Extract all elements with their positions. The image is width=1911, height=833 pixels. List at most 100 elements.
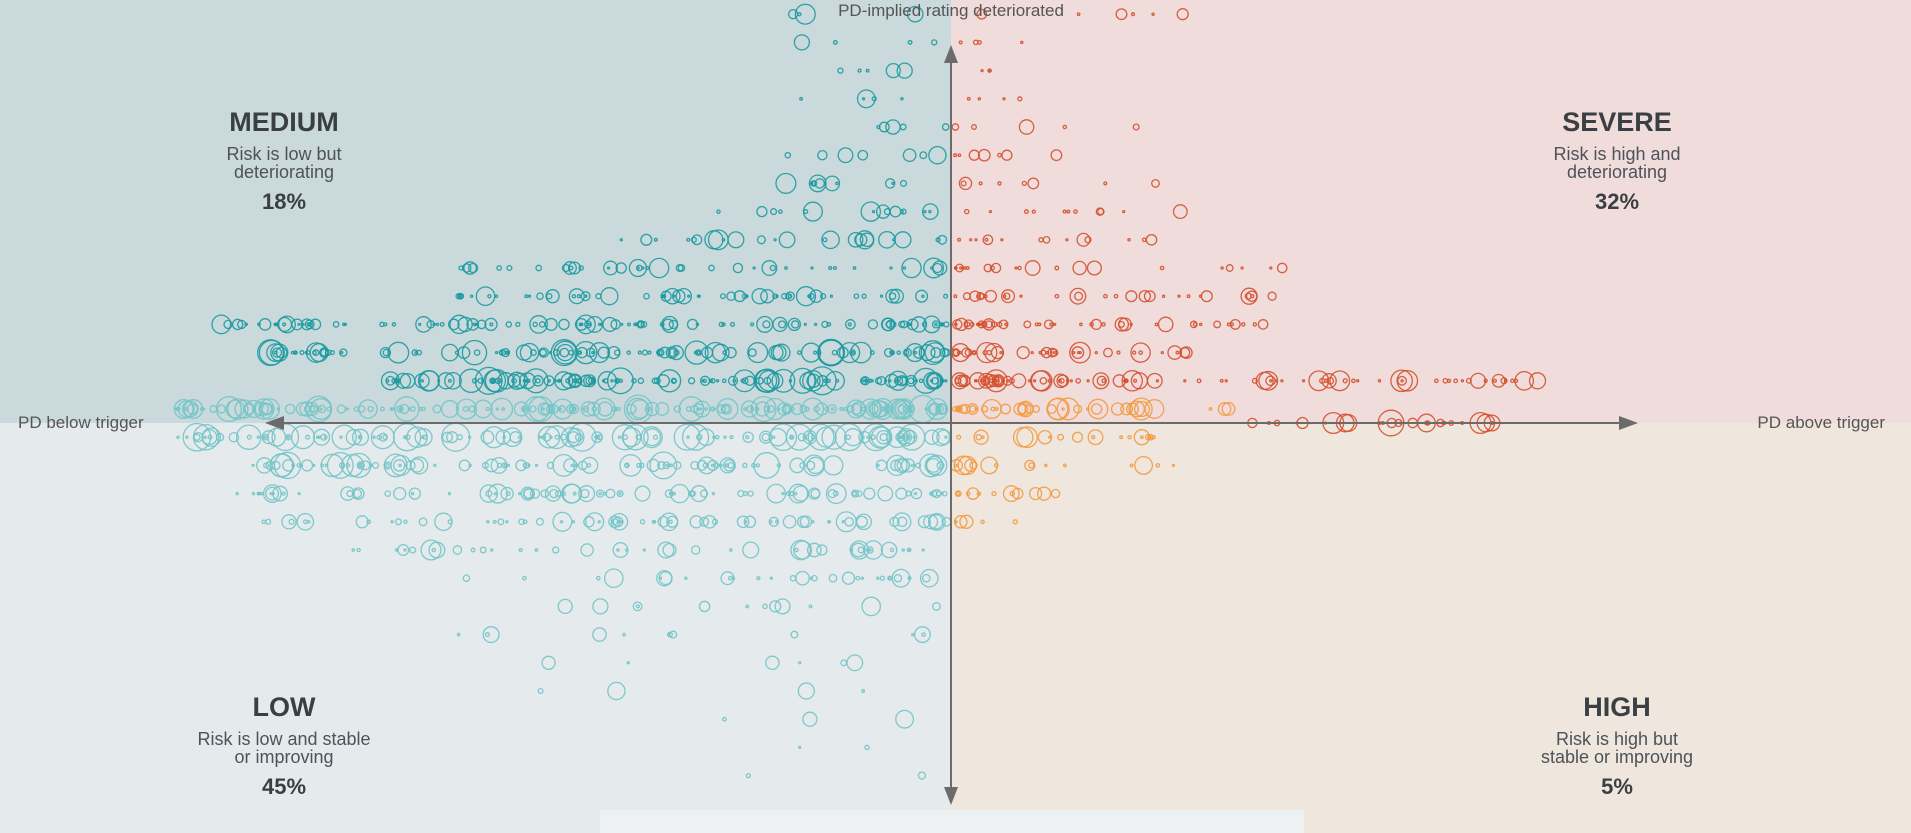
data-point-545 — [668, 345, 684, 361]
data-point-754 — [1096, 375, 1107, 386]
data-point-548 — [552, 348, 561, 357]
data-point-960 — [523, 396, 550, 422]
data-point-1547 — [351, 548, 356, 552]
data-point-1534 — [921, 548, 925, 552]
data-point-1434 — [616, 489, 624, 498]
data-point-62 — [899, 179, 908, 187]
data-point-33 — [977, 97, 982, 101]
data-point-821 — [1434, 378, 1439, 384]
data-point-427 — [1129, 322, 1133, 327]
data-point-1301 — [673, 461, 682, 470]
axis-label-left: PD below trigger — [18, 413, 144, 432]
data-point-737 — [806, 373, 821, 388]
data-point-592 — [1047, 347, 1058, 358]
data-point-1271 — [742, 462, 748, 469]
data-point-1439 — [561, 483, 582, 504]
data-point-362 — [790, 320, 800, 329]
data-point-134 — [957, 237, 962, 242]
data-point-1386 — [792, 485, 810, 502]
data-point-1636 — [537, 687, 544, 695]
data-point-6 — [1151, 12, 1155, 16]
quadrant-description: Risk is low but — [226, 144, 341, 164]
data-point-1516 — [799, 515, 813, 529]
data-point-1019 — [630, 399, 650, 419]
data-point-976 — [846, 405, 855, 413]
data-point-1018 — [871, 398, 894, 420]
data-point-680 — [732, 378, 737, 383]
data-point-1544 — [790, 539, 812, 561]
data-point-233 — [580, 291, 591, 302]
data-point-50 — [857, 149, 869, 161]
data-point-916 — [566, 404, 577, 414]
data-point-1155 — [502, 435, 506, 439]
data-point-525 — [941, 348, 951, 357]
data-point-709 — [918, 378, 924, 384]
data-point-1221 — [1133, 429, 1150, 446]
data-point-1237 — [665, 463, 670, 468]
data-point-602 — [1103, 347, 1113, 358]
data-point-1517 — [923, 514, 939, 530]
data-point-217 — [772, 293, 778, 300]
data-point-1328 — [753, 452, 781, 479]
data-point-124 — [878, 230, 896, 249]
data-point-718 — [899, 376, 908, 386]
data-point-838 — [988, 378, 995, 384]
data-point-157 — [810, 266, 814, 270]
data-point-1363 — [505, 491, 511, 497]
data-point-1164 — [745, 435, 750, 440]
quadrant-percentage: 18% — [262, 189, 306, 214]
data-point-240 — [545, 289, 560, 304]
data-point-361 — [580, 322, 584, 327]
data-point-696 — [583, 374, 597, 388]
data-point-382 — [921, 322, 927, 327]
data-point-1546 — [552, 546, 560, 554]
data-point-182 — [832, 265, 837, 271]
data-point-809 — [1065, 379, 1070, 383]
data-point-1502 — [296, 512, 315, 531]
quadrant-percentage: 45% — [262, 774, 306, 799]
data-point-751 — [1039, 376, 1048, 385]
data-point-482 — [684, 340, 709, 365]
data-point-520 — [891, 350, 895, 355]
data-point-1017 — [398, 407, 403, 411]
data-point-445 — [982, 318, 996, 331]
data-point-727 — [653, 377, 661, 385]
data-point-974 — [468, 405, 476, 413]
data-point-1257 — [522, 461, 530, 469]
data-point-1378 — [766, 483, 787, 504]
data-point-598 — [1069, 341, 1091, 364]
data-point-103 — [1172, 204, 1188, 220]
data-point-69 — [884, 178, 896, 189]
data-point-296 — [211, 314, 232, 335]
data-point-1618 — [911, 632, 915, 637]
data-point-7 — [1076, 12, 1081, 17]
data-point-419 — [1049, 322, 1054, 327]
data-point-547 — [340, 350, 344, 355]
data-point-917 — [839, 406, 844, 412]
data-point-19 — [865, 68, 870, 73]
data-point-399 — [881, 317, 896, 332]
quadrant-medium-background — [0, 0, 951, 423]
data-point-264 — [524, 294, 529, 299]
data-point-492 — [500, 348, 511, 358]
data-point-1614 — [932, 601, 941, 611]
data-point-816 — [957, 374, 971, 388]
data-point-131 — [969, 238, 973, 242]
data-point-1501 — [768, 516, 779, 527]
data-point-1560 — [816, 544, 828, 556]
data-point-1624 — [913, 626, 931, 644]
data-point-808 — [1075, 377, 1082, 384]
data-point-733 — [507, 371, 526, 390]
data-point-86 — [921, 203, 939, 220]
data-point-1137 — [315, 435, 320, 439]
data-point-258 — [809, 289, 823, 304]
data-point-1566 — [612, 542, 629, 558]
data-point-491 — [747, 342, 769, 364]
data-point-1359 — [493, 491, 498, 496]
data-point-25 — [987, 68, 992, 73]
data-point-1474 — [702, 514, 717, 529]
data-point-1457 — [896, 516, 908, 528]
data-point-840 — [1258, 370, 1279, 391]
data-point-674 — [420, 378, 425, 383]
data-point-913 — [319, 407, 323, 411]
